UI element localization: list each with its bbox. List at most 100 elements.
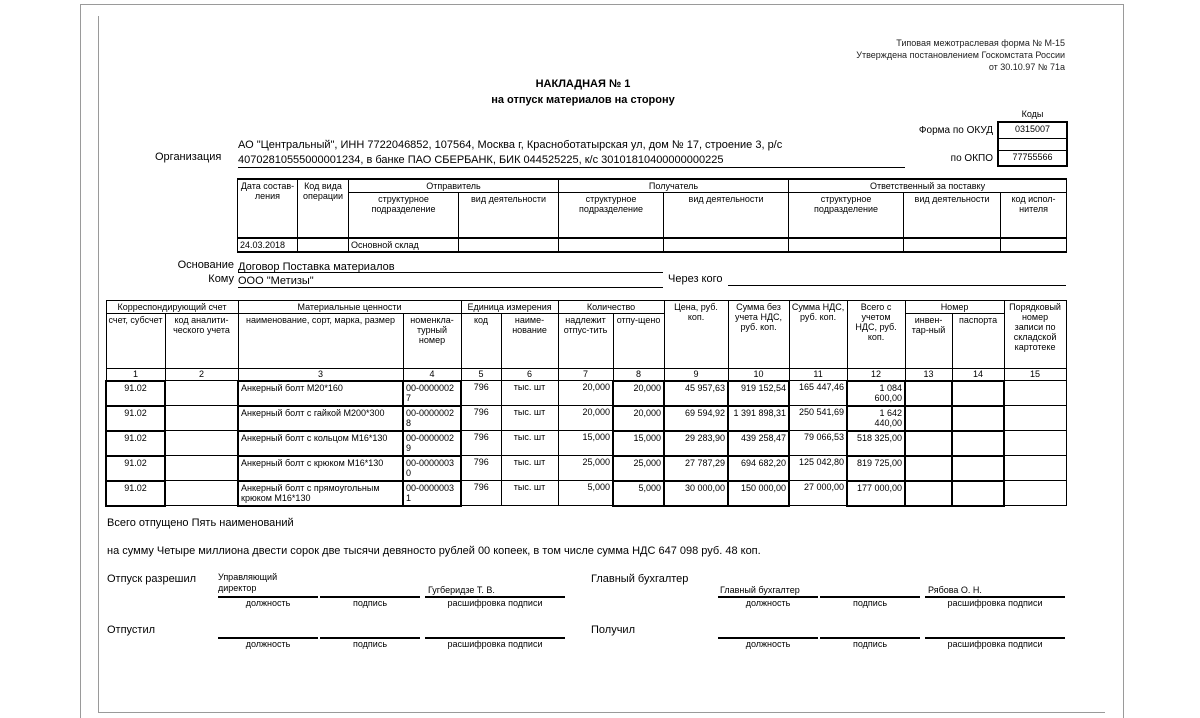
underline	[238, 272, 663, 273]
data-cell	[904, 454, 954, 482]
data-cell: 20,000	[557, 405, 614, 431]
underline	[728, 285, 1066, 286]
data-cell: 27 000,00	[788, 480, 848, 506]
data-cell: 00-00000027	[401, 379, 463, 407]
data-cell: 15,000	[557, 430, 614, 456]
data-cell: 819 725,00	[846, 454, 907, 482]
data-cell: 69 594,92	[663, 404, 730, 432]
data-cell: 20,000	[612, 379, 666, 407]
data-cell: тыс. шт	[500, 480, 559, 506]
data-cell	[1003, 455, 1067, 481]
data-cell	[903, 236, 1002, 253]
data-cell: 00-00000028	[401, 404, 463, 432]
data-cell: 24.03.2018	[237, 236, 298, 253]
basis-label: Основание	[177, 259, 234, 271]
caption: расшифровка подписи	[947, 639, 1043, 649]
data-cell: 796	[460, 455, 502, 481]
header-cell: вид деятельности	[903, 192, 1002, 238]
header-cell: надлежит отпус-тить	[557, 313, 614, 369]
data-cell: Анкерный болт М20*160	[237, 379, 404, 407]
sheet-outer	[80, 4, 1124, 718]
header-cell: наименование, сорт, марка, размер	[237, 313, 404, 369]
codes-header: Коды	[998, 108, 1067, 123]
header-cell: инвен-тар-ный	[904, 313, 953, 369]
underline	[718, 637, 818, 639]
data-cell: 439 258,47	[727, 429, 791, 457]
caption: должность	[245, 598, 291, 608]
signature-name: Гугберидзе Т. В.	[428, 585, 495, 595]
data-cell	[904, 404, 954, 432]
sheet-inner	[98, 16, 1105, 713]
underline	[320, 596, 420, 598]
data-cell: 79 066,53	[788, 430, 848, 456]
data-cell: Анкерный болт с гайкой М200*300	[237, 404, 404, 432]
basis-value: Договор Поставка материалов	[238, 261, 395, 273]
form-note: Утверждена постановлением Госкомстата Ро…	[856, 50, 1065, 60]
header-cell: Корреспондирующий счет	[105, 300, 239, 314]
codes-table: Коды 0315007 77755566	[997, 108, 1068, 167]
data-cell	[1003, 405, 1067, 431]
data-cell	[663, 236, 790, 253]
data-cell: 20,000	[557, 380, 614, 406]
data-cell	[951, 379, 1006, 407]
header-cell: структурное подразделение	[348, 192, 459, 238]
data-cell	[951, 479, 1006, 507]
header-cell: номенкла-турный номер	[402, 313, 462, 369]
table-row: структурное подразделение вид деятельност…	[238, 192, 1068, 238]
header-cell: код аналити-ческого учета	[164, 313, 239, 369]
caption: расшифровка подписи	[447, 598, 543, 608]
data-cell: тыс. шт	[500, 455, 559, 481]
data-cell: 29 283,90	[663, 429, 730, 457]
header-cell: паспорта	[951, 313, 1005, 369]
organization-line: АО "Центральный", ИНН 7722046852, 107564…	[238, 139, 783, 151]
underline	[820, 637, 920, 639]
form-note: от 30.10.97 № 71а	[988, 62, 1065, 72]
data-cell: Анкерный болт с прямоугольным крюком М16…	[237, 479, 404, 507]
data-cell: 1 642 440,00	[846, 404, 907, 432]
column-number: 9	[663, 368, 729, 381]
signature-label: Отпустил	[107, 624, 156, 636]
data-cell	[164, 380, 239, 406]
header-cell: отпу-щено	[612, 313, 665, 369]
column-number: 4	[402, 368, 462, 381]
data-cell	[164, 455, 239, 481]
header-cell: структурное подразделение	[788, 192, 905, 238]
recipient-value: ООО "Метизы"	[238, 275, 314, 287]
data-cell: 1 391 898,31	[727, 404, 791, 432]
data-cell: 5,000	[557, 480, 614, 506]
column-number: 12	[846, 368, 906, 381]
column-number: 1	[105, 368, 166, 381]
caption: подпись	[352, 639, 388, 649]
summary-count: Всего отпущено Пять наименований	[107, 517, 294, 529]
data-cell: 00-00000031	[401, 479, 463, 507]
header-cell: Получатель	[558, 178, 790, 193]
form-note: Типовая межотраслевая форма № М-15	[896, 38, 1065, 48]
column-number: 6	[500, 368, 559, 381]
underline	[925, 637, 1065, 639]
data-cell: 00-00000030	[401, 454, 463, 482]
header-cell: код	[460, 313, 502, 369]
table-row: 91.02 Анкерный болт с кольцом М16*130 00-0…	[105, 429, 1067, 457]
underline	[218, 637, 318, 639]
column-number: 11	[788, 368, 848, 381]
organization-line: 40702810555000001234, в банке ПАО СБЕРБА…	[238, 154, 724, 166]
header-cell: вид деятельности	[457, 192, 560, 238]
signature-name: Рябова О. Н.	[928, 585, 982, 595]
underline	[238, 287, 663, 288]
header-cell: Всего с учетом НДС, руб. коп.	[846, 300, 906, 369]
caption: расшифровка подписи	[447, 639, 543, 649]
data-cell: 796	[460, 430, 502, 456]
data-cell: 91.02	[105, 479, 166, 507]
data-cell: 91.02	[105, 404, 166, 432]
header-cell: код испол-нителя	[1000, 192, 1068, 238]
data-cell	[951, 454, 1006, 482]
okpo-code: 77755566	[997, 149, 1068, 167]
table-body: Коды 0315007 77755566	[997, 108, 1068, 167]
caption: должность	[745, 639, 791, 649]
table-row: Коды	[998, 108, 1067, 123]
table-body: Дата состав-ления Код вида операции Отправ…	[237, 178, 1068, 253]
summary-sum: на сумму Четыре миллиона двести сорок дв…	[107, 545, 761, 557]
data-cell: 518 325,00	[846, 429, 907, 457]
column-number: 15	[1003, 368, 1067, 381]
